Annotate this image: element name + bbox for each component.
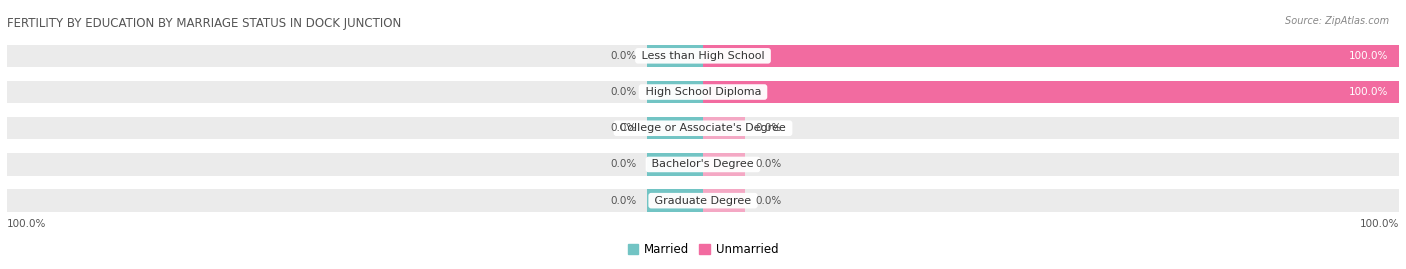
Text: 100.0%: 100.0% [1360, 220, 1399, 229]
Text: 0.0%: 0.0% [755, 123, 782, 133]
Bar [647, 189, 703, 212]
Text: College or Associate's Degree: College or Associate's Degree [616, 123, 790, 133]
Bar [647, 117, 703, 139]
Text: High School Diploma: High School Diploma [641, 87, 765, 97]
Text: 0.0%: 0.0% [610, 196, 637, 206]
Text: Source: ZipAtlas.com: Source: ZipAtlas.com [1285, 16, 1389, 26]
Bar [703, 189, 745, 212]
Bar [703, 153, 1399, 176]
Text: 0.0%: 0.0% [610, 87, 637, 97]
Bar [703, 81, 1399, 103]
Bar [647, 81, 703, 103]
Text: 100.0%: 100.0% [1350, 51, 1389, 61]
Text: 0.0%: 0.0% [610, 51, 637, 61]
Text: 100.0%: 100.0% [7, 220, 46, 229]
Bar [703, 81, 1399, 103]
Text: FERTILITY BY EDUCATION BY MARRIAGE STATUS IN DOCK JUNCTION: FERTILITY BY EDUCATION BY MARRIAGE STATU… [7, 17, 401, 30]
Text: Graduate Degree: Graduate Degree [651, 196, 755, 206]
Bar [7, 45, 703, 67]
Text: 0.0%: 0.0% [610, 160, 637, 169]
Bar [7, 81, 703, 103]
Bar [7, 189, 703, 212]
Text: Less than High School: Less than High School [638, 51, 768, 61]
Bar [647, 153, 703, 176]
Bar [703, 117, 1399, 139]
Bar [7, 117, 703, 139]
Text: Bachelor's Degree: Bachelor's Degree [648, 160, 758, 169]
Text: 0.0%: 0.0% [755, 196, 782, 206]
Text: 100.0%: 100.0% [1350, 87, 1389, 97]
Legend: Married, Unmarried: Married, Unmarried [628, 243, 778, 256]
Bar [647, 45, 703, 67]
Text: 0.0%: 0.0% [755, 160, 782, 169]
Bar [703, 189, 1399, 212]
Bar [703, 45, 1399, 67]
Bar [703, 45, 1399, 67]
Text: 0.0%: 0.0% [610, 123, 637, 133]
Bar [703, 117, 745, 139]
Bar [703, 153, 745, 176]
Bar [7, 153, 703, 176]
